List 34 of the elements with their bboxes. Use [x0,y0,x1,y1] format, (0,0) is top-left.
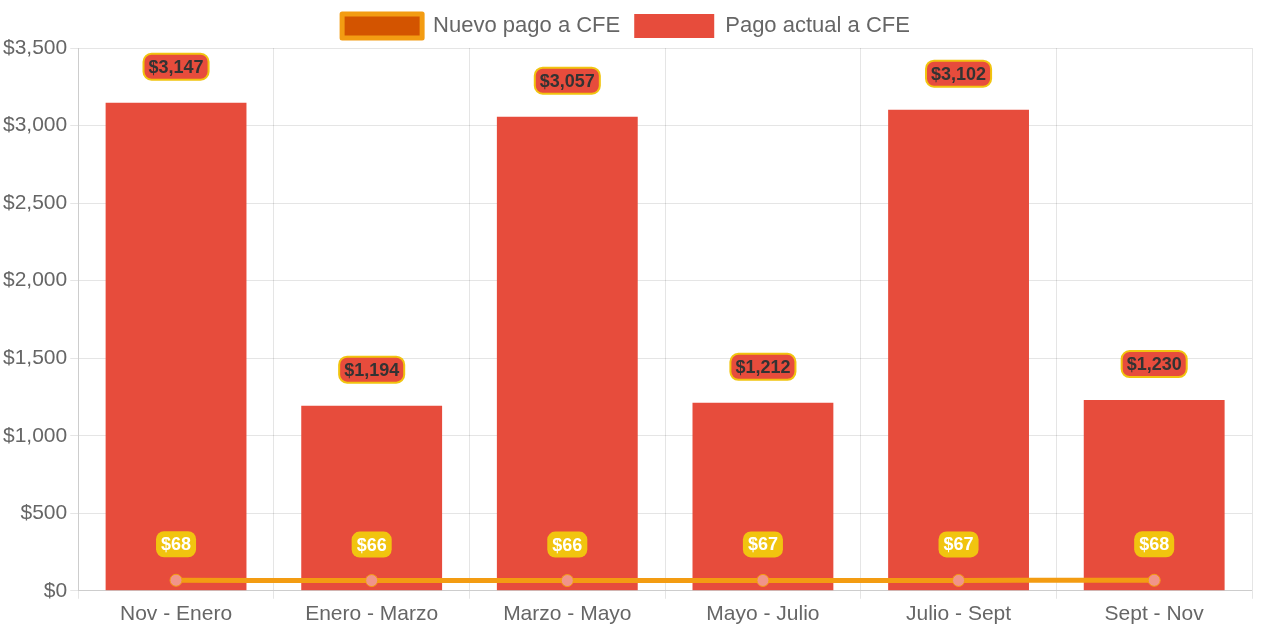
bar [105,102,247,591]
x-tick-label: Marzo - Mayo [503,601,632,625]
data-label: $67 [747,534,778,555]
x-tick-label: Nov - Enero [120,601,233,625]
x-tick-label: Sept - Nov [1104,601,1205,625]
bar [301,405,443,591]
legend-label: Pago actual a CFE [725,12,910,38]
x-tick-label: Enero - Marzo [305,601,439,625]
y-tick-label: $1,500 [3,344,68,368]
bar [496,116,638,591]
data-label: $1,194 [344,359,400,380]
y-tick-label: $1,000 [3,422,68,446]
y-tick-label: $3,000 [3,112,68,136]
data-label: $68 [1139,534,1170,555]
data-label: $1,212 [735,356,791,377]
y-tick-label: $2,500 [3,189,68,213]
data-label: $3,057 [539,70,595,91]
bar [692,402,834,591]
data-label: $66 [552,534,583,555]
y-tick-label: $2,000 [3,267,68,291]
data-label: $1,230 [1126,354,1182,375]
x-tick-label: Julio - Sept [906,601,1012,625]
x-tick-label: Mayo - Julio [706,601,820,625]
data-label: $68 [161,534,192,555]
data-label: $3,102 [931,63,987,84]
bar [888,109,1029,591]
data-label: $67 [943,534,974,555]
data-label: $66 [356,534,387,555]
y-tick-label: $3,500 [3,34,68,58]
y-tick-label: $500 [20,500,68,524]
data-label: $3,147 [148,56,204,77]
y-tick-label: $0 [43,577,68,601]
legend-label: Nuevo pago a CFE [433,12,621,38]
bar [1083,400,1225,591]
